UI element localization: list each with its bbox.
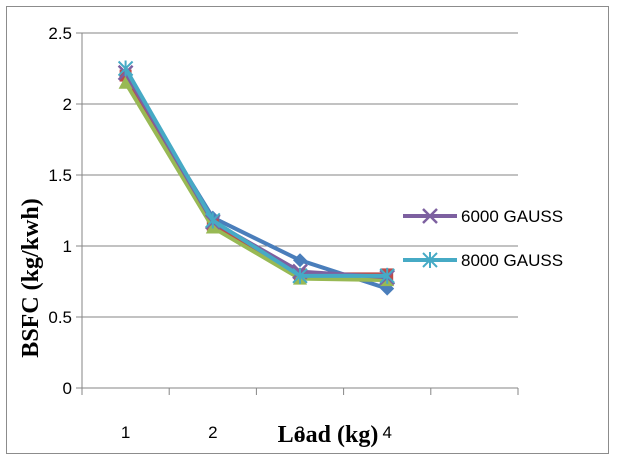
y-tick-labels: 0 0.5 1 1.5 2 2.5 [48, 24, 72, 398]
data-point [205, 212, 221, 229]
series-3 [118, 75, 395, 287]
x-tick-label: 4 [382, 423, 391, 442]
x-axis-title: Load (kg) [278, 422, 379, 448]
legend-entry: 6000 GAUSS [403, 207, 563, 226]
series-line [123, 67, 388, 278]
legend-marker [422, 208, 438, 224]
y-tick-label: 2.5 [48, 24, 72, 43]
data-point [379, 267, 395, 284]
data-point [292, 267, 308, 284]
gridlines [76, 32, 518, 389]
x-tick-label: 3 [295, 423, 304, 442]
y-tick-label: 0.5 [48, 308, 72, 327]
series-line [123, 81, 388, 283]
y-tick-label: 1 [63, 237, 72, 256]
x-tick-labels: 1 2 3 4 [121, 423, 392, 442]
y-tick-label: 0 [63, 379, 72, 398]
legend-label: 6000 GAUSS [461, 207, 563, 226]
legend-marker [422, 252, 438, 268]
legend-entry: 8000 GAUSS [403, 251, 563, 270]
data-point [293, 253, 307, 268]
x-tick-label: 1 [121, 423, 130, 442]
series-line [123, 74, 388, 291]
data-point [118, 75, 133, 89]
data-point [117, 60, 134, 77]
axes [81, 33, 519, 395]
series-1 [118, 68, 395, 296]
y-axis-title: BSFC (kg/kwh) [18, 198, 44, 357]
chart-frame [6, 6, 609, 454]
series-5 [117, 60, 395, 284]
y-tick-label: 1.5 [48, 166, 72, 185]
y-tick-label: 2 [63, 95, 72, 114]
legend-label: 8000 GAUSS [461, 251, 563, 270]
series-lines [117, 60, 396, 296]
legend: 6000 GAUSS 8000 GAUSS [403, 207, 563, 270]
x-tick-label: 2 [208, 423, 217, 442]
